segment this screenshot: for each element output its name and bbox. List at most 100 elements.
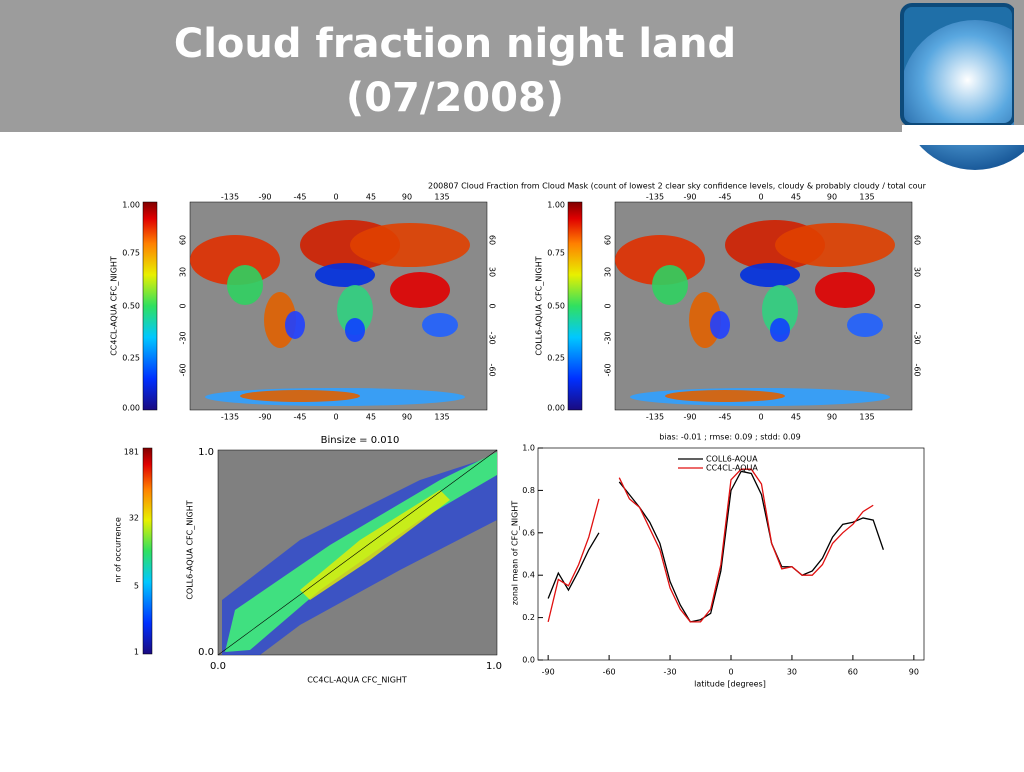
lon-tick: -45	[293, 413, 306, 422]
map-region	[285, 311, 305, 339]
chart-title: bias: -0.01 ; rmse: 0.09 ; stdd: 0.09	[659, 433, 800, 442]
lat-tick: -30	[488, 331, 497, 344]
x-tick-label: 1.0	[486, 661, 502, 672]
diagonal	[217, 449, 498, 656]
lon-tick: 45	[791, 413, 801, 422]
x-tick-label: 0	[728, 668, 733, 677]
map-region	[665, 390, 785, 402]
logo-mask	[1014, 0, 1024, 132]
line	[547, 470, 884, 623]
lat-tick: 60	[179, 235, 188, 245]
lon-tick: 135	[434, 193, 449, 202]
y-tick-label: 0.4	[522, 571, 535, 580]
map-region	[337, 285, 373, 335]
colorbar-tick: 0.00	[122, 404, 140, 413]
lon-tick: -90	[683, 193, 696, 202]
x-tick-label: 60	[848, 668, 858, 677]
logo-mask	[902, 125, 1024, 145]
lon-tick: 90	[827, 413, 837, 422]
lon-tick: 45	[791, 193, 801, 202]
x-tick-label: 90	[909, 668, 919, 677]
lat-tick: 0	[488, 303, 497, 308]
header-band	[0, 0, 1024, 132]
map-region	[240, 390, 360, 402]
y-tick-label: 0.0	[522, 656, 535, 665]
lat-tick: 30	[488, 267, 497, 277]
colorbar-tick: 0.25	[122, 354, 140, 363]
map-region	[652, 265, 688, 305]
y-axis-label: zonal mean of CFC_NIGHT	[511, 501, 520, 606]
title: (07/2008)	[346, 75, 564, 121]
y-tick-label: 0.8	[522, 486, 535, 495]
y-tick-label: 1.0	[522, 444, 535, 453]
lon-tick: -135	[221, 193, 239, 202]
colorbar-tick: 0.50	[547, 302, 565, 311]
lat-tick: 0	[913, 303, 922, 308]
colorbar-tick: 1.00	[547, 201, 565, 210]
colorbar-tick: 0.50	[122, 302, 140, 311]
colorbar-label: CC4CL-AQUA CFC_NIGHT	[110, 256, 119, 356]
lon-tick: -135	[646, 413, 664, 422]
lon-tick: 0	[758, 413, 763, 422]
plot-title: Binsize = 0.010	[321, 435, 400, 446]
y-tick-label: 0.2	[522, 613, 535, 622]
lon-tick: 135	[859, 193, 874, 202]
lon-tick: 90	[827, 193, 837, 202]
lat-tick: -60	[604, 363, 613, 376]
x-axis-label: latitude [degrees]	[694, 680, 766, 689]
map-region	[770, 318, 790, 342]
x-tick-label: 0.0	[210, 661, 226, 672]
x-tick-label: 30	[787, 668, 797, 677]
lon-tick: -90	[258, 193, 271, 202]
lon-tick: -45	[293, 193, 306, 202]
x-tick-label: -90	[542, 668, 555, 677]
lon-tick: 45	[366, 413, 376, 422]
lon-tick: 90	[402, 193, 412, 202]
map-region	[390, 272, 450, 308]
colorbar	[142, 447, 153, 655]
y-tick-label: 0.0	[198, 647, 214, 658]
colorbar-label: nr of occurrence	[114, 517, 123, 583]
density-peak	[300, 490, 450, 600]
map-region	[710, 311, 730, 339]
colorbar-tick: 181	[124, 448, 139, 457]
colorbar	[142, 201, 158, 411]
y-tick-label: 1.0	[198, 447, 214, 458]
colorbar-tick: 32	[129, 514, 139, 523]
colorbar	[567, 201, 583, 411]
lon-tick: 0	[758, 193, 763, 202]
lat-tick: 60	[604, 235, 613, 245]
colorbar-tick: 1.00	[122, 201, 140, 210]
title: Cloud fraction night land	[174, 21, 736, 67]
colorbar-tick: 0.75	[547, 249, 565, 258]
x-tick-label: -30	[664, 668, 677, 677]
lat-tick: -60	[913, 363, 922, 376]
lon-tick: -90	[258, 413, 271, 422]
map-region	[815, 272, 875, 308]
x-axis-label: CC4CL-AQUA CFC_NIGHT	[307, 676, 407, 685]
y-tick-label: 0.6	[522, 528, 535, 537]
map-region	[740, 263, 800, 287]
lat-tick: 30	[913, 267, 922, 277]
lon-tick: 0	[333, 193, 338, 202]
colorbar-tick: 1	[134, 648, 139, 657]
lat-tick: 0	[604, 303, 613, 308]
x-tick-label: -60	[603, 668, 616, 677]
lat-tick: 30	[604, 267, 613, 277]
lon-tick: -135	[646, 193, 664, 202]
legend-label: COLL6-AQUA	[706, 455, 758, 464]
map-region	[227, 265, 263, 305]
colorbar-tick: 0.00	[547, 404, 565, 413]
lat-tick: 30	[179, 267, 188, 277]
lon-tick: 45	[366, 193, 376, 202]
lon-tick: -45	[718, 413, 731, 422]
lon-tick: -135	[221, 413, 239, 422]
lat-tick: -30	[604, 331, 613, 344]
lon-tick: 0	[333, 413, 338, 422]
map-region	[315, 263, 375, 287]
lon-tick: 90	[402, 413, 412, 422]
colorbar-label: COLL6-AQUA CFC_NIGHT	[535, 256, 544, 355]
lon-tick: 135	[859, 413, 874, 422]
lon-tick: -45	[718, 193, 731, 202]
